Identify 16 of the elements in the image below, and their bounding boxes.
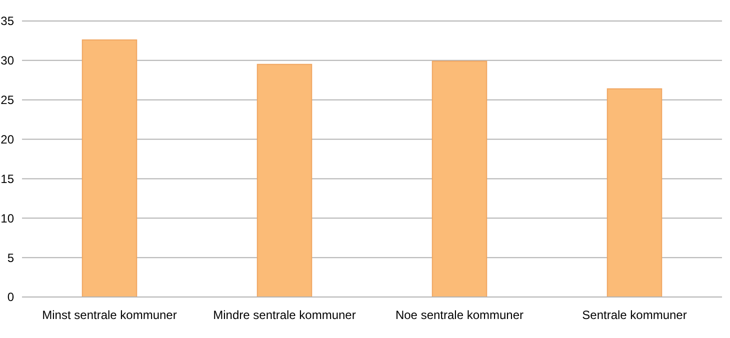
y-tick-label: 10 — [0, 211, 14, 226]
bar — [432, 60, 488, 298]
bar — [82, 39, 138, 298]
y-tick-label: 5 — [7, 250, 14, 265]
x-tick-label: Sentrale kommuner — [582, 308, 687, 322]
x-tick-label: Mindre sentrale kommuner — [213, 308, 356, 322]
x-tick-label: Noe sentrale kommuner — [395, 308, 524, 322]
x-tick-label: Minst sentrale kommuner — [42, 308, 177, 322]
bar — [256, 64, 312, 298]
y-tick-label: 35 — [0, 14, 14, 28]
y-tick-label: 15 — [0, 172, 14, 186]
y-tick-label: 25 — [0, 93, 14, 108]
bar — [606, 88, 662, 298]
y-tick-label: 20 — [0, 132, 14, 146]
y-tick-label: 30 — [0, 54, 14, 68]
y-tick-label: 0 — [7, 290, 14, 304]
